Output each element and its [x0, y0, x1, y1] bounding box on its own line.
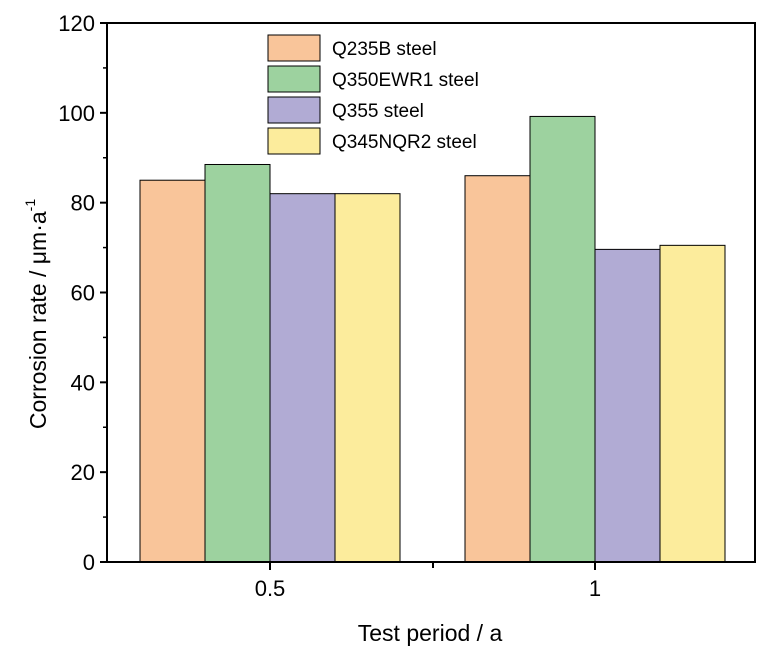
legend-label: Q345NQR2 steel [332, 132, 477, 153]
legend-label: Q355 steel [332, 101, 424, 122]
bar-q350ewr1-steel-1 [529, 115, 596, 563]
bar-q350ewr1-steel-0.5 [204, 163, 271, 563]
bar-q345nqr2-steel-0.5 [334, 193, 401, 563]
x-axis-label: Test period / a [358, 620, 503, 646]
y-tick-label: 120 [58, 11, 95, 36]
y-axis-label: Corrosion rate / μm·a-1 [22, 199, 51, 429]
bar-q235b-steel-0.5 [139, 179, 206, 563]
legend-swatch [267, 96, 321, 124]
y-tick-label: 0 [83, 550, 95, 575]
x-tick-label: 0.5 [255, 576, 286, 601]
y-tick-label: 80 [71, 191, 95, 216]
legend-label: Q350EWR1 steel [332, 70, 479, 91]
legend-label: Q235B steel [332, 39, 437, 60]
y-axis-label-main: Corrosion rate / μm·a [25, 211, 51, 429]
legend-swatch [267, 65, 321, 93]
y-axis: 0 20 40 60 80 100 120 [58, 11, 107, 575]
legend-swatch [267, 127, 321, 155]
y-tick-label: 20 [71, 460, 95, 485]
legend-swatch [267, 34, 321, 62]
legend: Q235B steel Q350EWR1 steel Q355 steel Q345N… [267, 34, 479, 155]
bars-group [139, 115, 726, 563]
y-axis-label-superscript: -1 [22, 199, 38, 212]
y-tick-label: 40 [71, 370, 95, 395]
x-axis: 0.5 1 [255, 562, 601, 601]
y-tick-label: 100 [58, 101, 95, 126]
bar-q355-steel-0.5 [269, 193, 336, 563]
y-tick-label: 60 [71, 281, 95, 306]
bar-q345nqr2-steel-1 [659, 244, 726, 563]
bar-q355-steel-1 [594, 248, 661, 563]
bar-q235b-steel-1 [464, 175, 531, 563]
x-tick-label: 1 [589, 576, 601, 601]
